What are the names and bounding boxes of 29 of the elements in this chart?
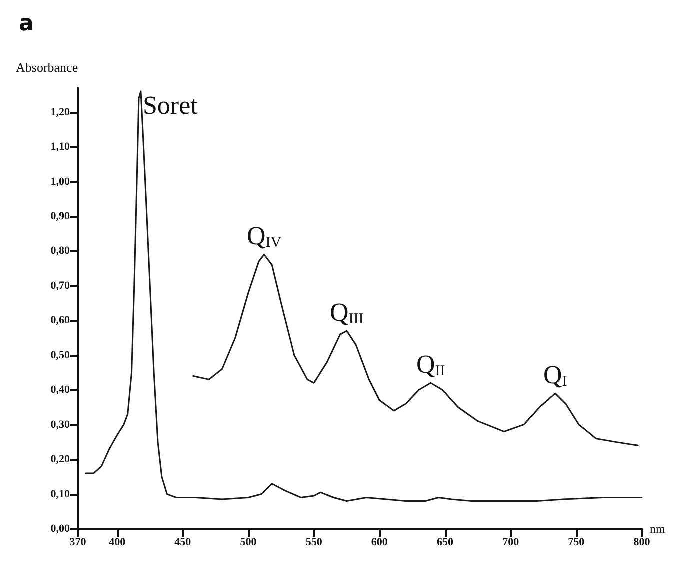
- x-tick-label: 370: [70, 536, 87, 548]
- y-tick-label: 0,10: [50, 488, 70, 500]
- annotation: Soret: [142, 90, 199, 120]
- y-tick-label: 0,30: [50, 418, 70, 431]
- chart-title: a: [19, 12, 34, 36]
- x-axis-title: nm: [650, 522, 666, 536]
- x-tick-label: 700: [502, 536, 520, 548]
- y-tick-label: 1,00: [50, 176, 70, 188]
- x-tick-label: 450: [174, 536, 192, 548]
- y-tick-label: 0,70: [50, 280, 70, 292]
- y-tick-label: 0,20: [50, 454, 70, 466]
- y-tick-label: 0,50: [50, 349, 70, 362]
- y-tick-label: 0,60: [50, 314, 70, 327]
- y-tick-label: 0,90: [50, 210, 70, 222]
- x-tick-label: 600: [371, 536, 388, 548]
- y-axis-title: Absorbance: [16, 60, 78, 75]
- y-tick-label: 1,10: [50, 141, 70, 154]
- y-tick-label: 0,00: [50, 523, 70, 535]
- x-tick-label: 800: [634, 536, 651, 548]
- y-tick-label: 0,40: [50, 384, 70, 396]
- y-tick-label: 1,20: [50, 106, 70, 118]
- line-series: [192, 254, 639, 446]
- x-tick-label: 650: [437, 536, 454, 548]
- x-tick-label: 400: [109, 536, 126, 548]
- y-tick-label: 0,80: [50, 245, 70, 258]
- line-series: [85, 90, 643, 502]
- x-tick-label: 500: [240, 536, 258, 548]
- x-tick-label: 550: [306, 536, 323, 548]
- x-tick-label: 750: [568, 536, 586, 548]
